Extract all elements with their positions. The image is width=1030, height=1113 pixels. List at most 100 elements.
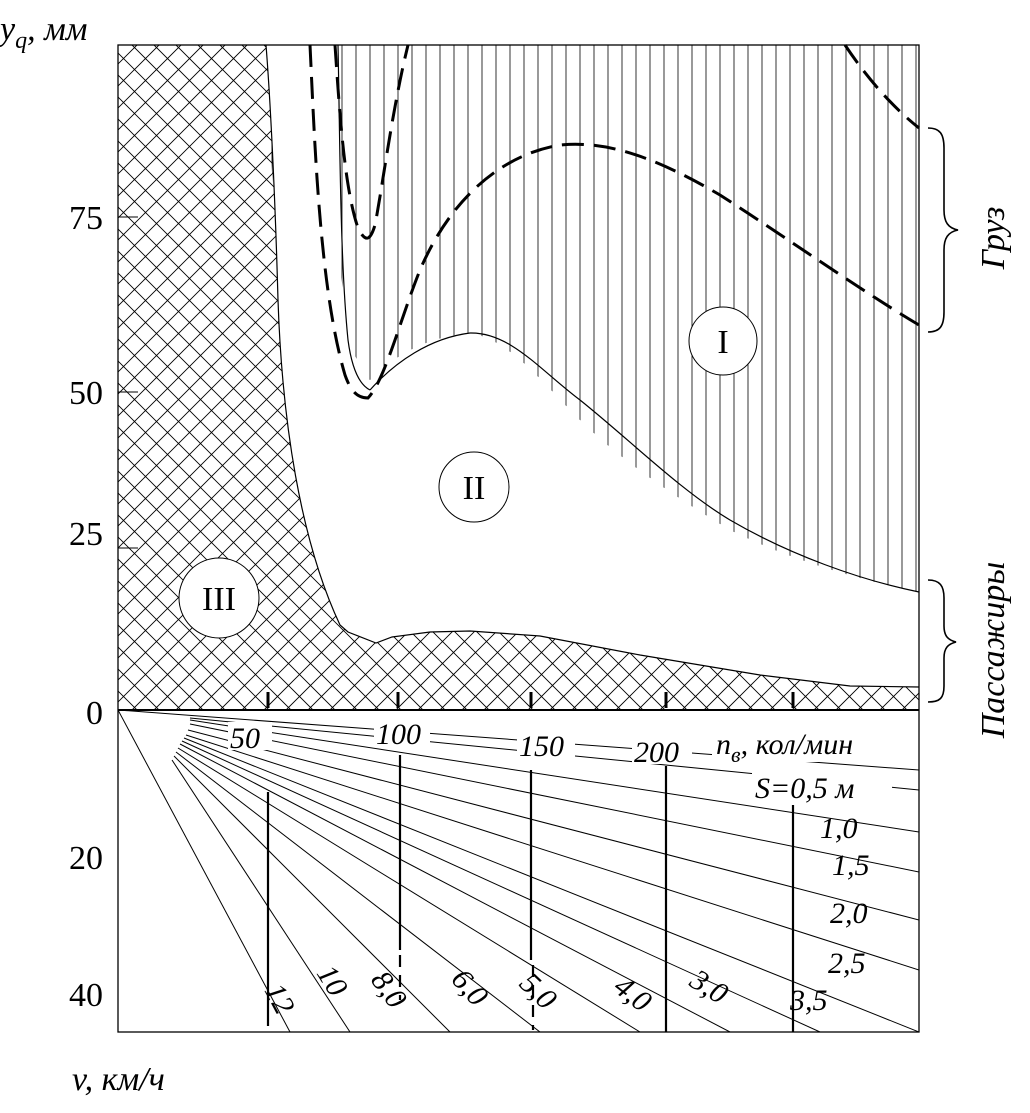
hatch-line — [373, 45, 919, 710]
hatch-line — [637, 45, 919, 710]
s-fan-line-11 — [171, 759, 351, 1032]
s-label-3-0: 3,0 — [683, 962, 733, 1010]
hatch-line — [307, 45, 919, 710]
dashed-curve-left — [308, 44, 920, 400]
s-fan-line-2 — [189, 723, 919, 873]
region-II-circle — [438, 451, 510, 523]
s-labels: S=0,5 м 1,0 1,5 2,0 2,5 3,0 3,5 4,0 5,0 … — [258, 772, 892, 1020]
braces — [927, 127, 959, 703]
hatch-line — [505, 45, 919, 710]
hatch-line — [118, 45, 292, 710]
s-fan-line-6 — [181, 740, 821, 1032]
hatch-line — [175, 45, 842, 710]
s-fan-line-10 — [173, 755, 451, 1032]
n-unit-label: nв, кол/мин — [716, 728, 853, 767]
hatch-line — [0, 45, 27, 710]
svg-text:yq, мм: yq, мм — [0, 11, 88, 54]
hatch-line — [329, 45, 919, 710]
n-labels: 50 100 150 200 nв, кол/мин — [228, 718, 904, 769]
s-fan-line-5 — [183, 737, 919, 1032]
s-fan-line-7 — [179, 743, 731, 1032]
hatch-line — [373, 45, 919, 710]
hatch-line — [118, 45, 336, 710]
hatch-line — [285, 45, 919, 710]
y-tick-lower-40: 40 — [69, 977, 103, 1014]
s-label-10: 10 — [310, 959, 354, 1002]
hatch-line — [118, 45, 358, 710]
brace-cargo-label: Груз — [975, 207, 1012, 271]
hatch-line — [0, 45, 49, 710]
hatch-line — [118, 45, 248, 710]
hatch-line — [0, 45, 5, 710]
hatch-line — [118, 45, 380, 710]
s-label-2-0: 2,0 — [830, 897, 868, 930]
boundary-II-upper — [369, 332, 920, 593]
hatch-line — [329, 45, 919, 710]
hatch-line — [571, 45, 919, 710]
region-I-label: I — [717, 324, 728, 361]
y-label-main: y — [0, 11, 16, 48]
hatch-line — [118, 45, 402, 710]
axes-frame — [117, 44, 920, 1033]
x-axis-label: v, км/ч — [72, 1061, 165, 1098]
y-tick-50: 50 — [69, 375, 103, 412]
s-label-8-0: 8,0 — [364, 965, 413, 1015]
s-label-6-0: 6,0 — [445, 963, 495, 1013]
hatch-line — [118, 45, 336, 710]
s-fan-line-8 — [177, 747, 641, 1032]
hatch-line — [0, 45, 71, 710]
hatch-line — [197, 45, 864, 710]
hatch-line — [505, 45, 919, 710]
hatch-line — [0, 45, 49, 710]
y-label-unit: , мм — [27, 11, 87, 48]
dashed-curve-narrow — [333, 44, 410, 240]
s-fan-line-4 — [185, 734, 919, 971]
n-label-150: 150 — [519, 730, 564, 763]
y-tick-lower-20: 20 — [69, 840, 103, 877]
region-boundaries — [265, 44, 920, 688]
n-lines — [266, 755, 795, 1032]
y-axis-label: yq, мм — [0, 11, 88, 54]
brace-labels: Груз Пассажиры — [975, 207, 1012, 740]
y-tick-labels: 0 25 50 75 20 40 — [69, 200, 103, 1014]
n-label-100: 100 — [376, 718, 421, 751]
hatch-line — [439, 45, 919, 710]
hatch-line — [593, 45, 919, 710]
hatch-line — [118, 45, 380, 710]
region-labels: I II III — [178, 306, 758, 639]
region-III-circle — [178, 557, 260, 639]
y-label-sub: q — [15, 28, 27, 54]
hatch-line — [0, 45, 27, 710]
hatch-line — [118, 45, 314, 710]
region-II-label: II — [463, 470, 486, 507]
s-fan-line-9 — [175, 751, 541, 1032]
hatch-line — [118, 45, 270, 710]
dashed-curve-right — [843, 44, 920, 130]
s-label-3-5: 3,5 — [789, 984, 828, 1017]
speed-markers — [266, 692, 795, 708]
region-III-label: III — [202, 581, 236, 618]
hatch-line — [637, 45, 919, 710]
hatch-line — [571, 45, 919, 710]
hatch-line — [351, 45, 919, 710]
n-label-50: 50 — [230, 722, 260, 755]
hatch-line — [118, 45, 248, 710]
brace-cargo — [927, 127, 959, 333]
s-fan-line-12 — [118, 710, 291, 1032]
s-label-5-0: 5,0 — [513, 966, 563, 1016]
region-III-hatching — [0, 45, 919, 710]
hatch-line — [118, 45, 270, 710]
n-label-main: n — [716, 728, 731, 761]
s-label-1-0: 1,0 — [820, 812, 858, 845]
hatch-line — [527, 45, 919, 710]
s-fan-line-3 — [187, 729, 919, 921]
s-label-0-5: S=0,5 м — [755, 772, 854, 805]
y-tick-25: 25 — [69, 516, 103, 553]
region-I-circle — [688, 306, 758, 376]
n-label-unit: , кол/мин — [741, 728, 854, 761]
n-label-200: 200 — [634, 736, 679, 769]
hatch-line — [593, 45, 919, 710]
s-label-2-5: 2,5 — [828, 947, 866, 980]
hatch-line — [395, 45, 919, 710]
